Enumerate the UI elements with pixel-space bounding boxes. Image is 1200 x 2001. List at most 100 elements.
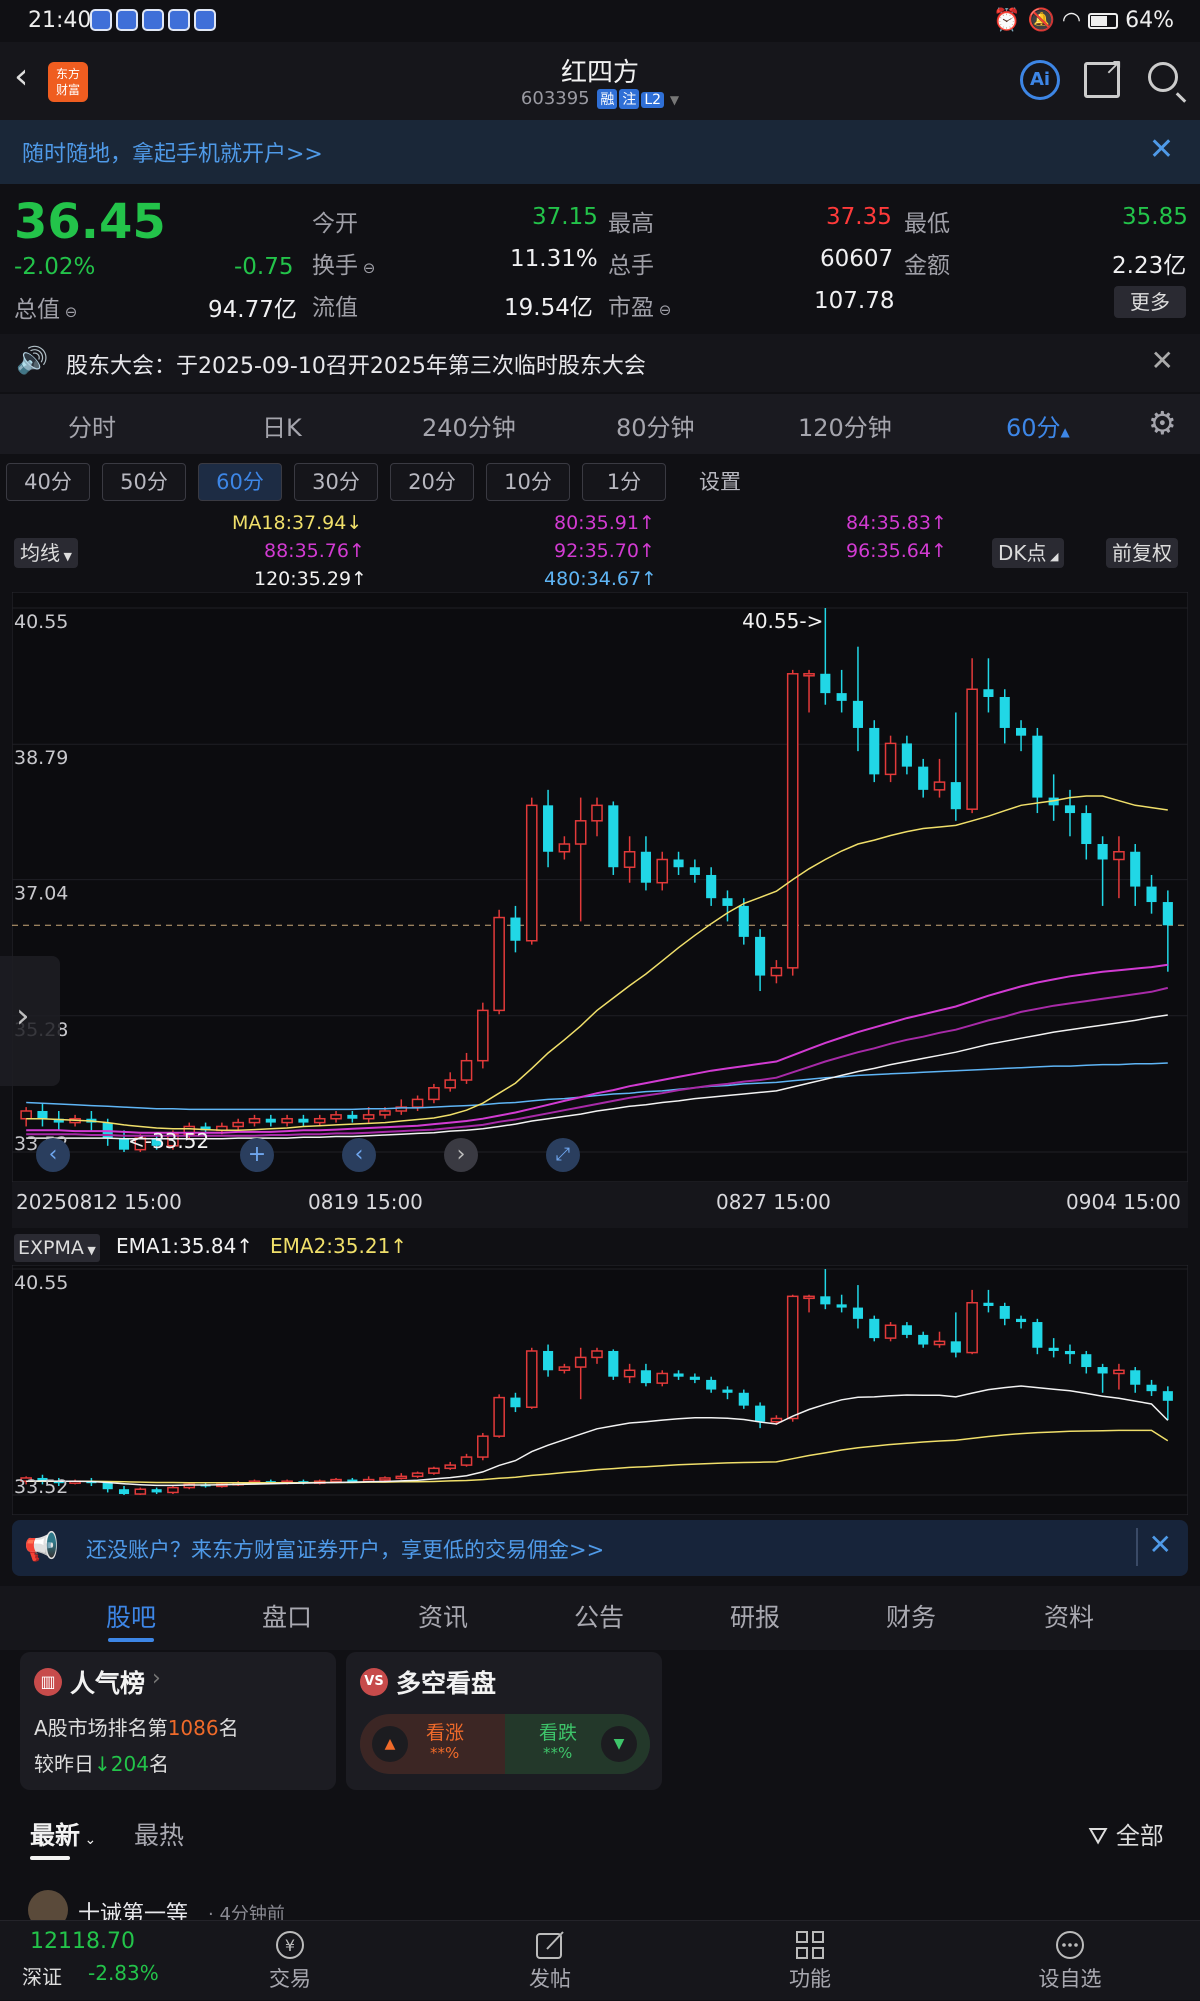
up-arrow-icon: ▲ bbox=[372, 1726, 408, 1762]
close-icon[interactable]: ✕ bbox=[1148, 132, 1174, 167]
nav-functions[interactable]: 功能 bbox=[770, 1921, 850, 2001]
more-button[interactable]: 更多 bbox=[1114, 286, 1186, 318]
subtab-1[interactable]: 1分 bbox=[582, 463, 666, 501]
broker-banner[interactable]: 📢 还没账户？来东方财富证券开户，享更低的交易佣金>> ✕ bbox=[12, 1520, 1188, 1576]
tab-news[interactable]: 资讯 bbox=[418, 1603, 469, 1632]
tab-60min[interactable]: 60分▲ bbox=[1006, 414, 1070, 442]
subtab-50[interactable]: 50分 bbox=[102, 463, 186, 501]
candle-body bbox=[983, 689, 994, 697]
candle-body bbox=[689, 867, 700, 875]
nav-trade-label: 交易 bbox=[269, 1967, 311, 1991]
rank-line: A股市场排名第1086名 bbox=[34, 1716, 239, 1740]
filter-button[interactable]: ⛛ 全部 bbox=[1088, 1822, 1164, 1850]
tab-finance[interactable]: 财务 bbox=[886, 1603, 937, 1632]
tab-80min[interactable]: 80分钟 bbox=[616, 414, 695, 442]
candle-body bbox=[118, 1489, 130, 1495]
tab-announcements[interactable]: 公告 bbox=[574, 1603, 625, 1632]
feed-tab-hot[interactable]: 最热 bbox=[134, 1821, 185, 1850]
turnover-value: 11.31% bbox=[510, 246, 598, 272]
popularity-title: 人气榜 bbox=[70, 1669, 146, 1698]
stock-code-row[interactable]: 603395 融注 L2 ▼ bbox=[0, 88, 1200, 109]
tab-research[interactable]: 研报 bbox=[730, 1603, 781, 1632]
volume-label: 总手 bbox=[608, 253, 654, 279]
candle-body bbox=[53, 1118, 64, 1123]
share-icon[interactable]: ↗ bbox=[1084, 55, 1123, 98]
candle-body bbox=[525, 1350, 538, 1408]
tab-profile[interactable]: 资料 bbox=[1044, 1603, 1095, 1632]
ai-icon[interactable]: Ai bbox=[1020, 60, 1060, 100]
next-icon[interactable]: › bbox=[444, 1138, 478, 1172]
dk-button[interactable]: DK点 ◢ bbox=[992, 538, 1065, 568]
stock-header: ‹ 东方 财富 红四方 603395 融注 L2 ▼ Ai ↗ bbox=[0, 42, 1200, 120]
zoom-in-icon[interactable]: + bbox=[240, 1138, 274, 1172]
zoom-out-icon[interactable]: ‹ bbox=[36, 1138, 70, 1172]
candle-body bbox=[313, 1117, 326, 1124]
ma84-label: 84:35.83↑ bbox=[846, 512, 947, 534]
candle-body bbox=[330, 1114, 342, 1120]
subtab-40[interactable]: 40分 bbox=[6, 463, 90, 501]
subtab-10[interactable]: 10分 bbox=[486, 463, 570, 501]
subtab-60[interactable]: 60分 bbox=[198, 463, 282, 501]
popularity-card[interactable]: ▥ 人气榜 › A股市场排名第1086名 较昨日↓204名 bbox=[20, 1652, 336, 1790]
ma-lines bbox=[26, 795, 1169, 1140]
bear-button[interactable]: 看跌 **% ▼ bbox=[505, 1714, 650, 1774]
subtab-settings[interactable]: 设置 bbox=[699, 470, 741, 494]
nav-trade[interactable]: ¥ 交易 bbox=[250, 1921, 330, 2001]
adjust-button[interactable]: 前复权 bbox=[1106, 538, 1178, 568]
candle-body bbox=[298, 1118, 309, 1123]
post-time: · 4分钟前 bbox=[208, 1904, 285, 1925]
back-icon[interactable]: ‹ bbox=[14, 56, 29, 97]
candle-body bbox=[1113, 851, 1125, 861]
candle-body bbox=[53, 1481, 64, 1484]
subtab-20[interactable]: 20分 bbox=[390, 463, 474, 501]
quote-panel: 36.45 -2.02% -0.75 总值 ⊖ 94.77亿 今开 37.15 … bbox=[0, 186, 1200, 332]
edit-icon bbox=[536, 1931, 564, 1959]
open-label: 今开 bbox=[312, 211, 358, 237]
notice-bar[interactable]: 🔊 股东大会：于2025-09-10召开2025年第三次临时股东大会 ✕ bbox=[0, 334, 1200, 392]
candle-body bbox=[1130, 1370, 1141, 1385]
bull-bear-card[interactable]: VS 多空看盘 ▲ 看涨 **% 看跌 **% ▼ bbox=[346, 1652, 662, 1790]
tab-daily[interactable]: 日K bbox=[262, 414, 302, 442]
candle-body bbox=[706, 1379, 717, 1390]
float-value: 19.54亿 bbox=[504, 295, 593, 321]
candle-body bbox=[411, 1098, 424, 1108]
bull-button[interactable]: ▲ 看涨 **% bbox=[360, 1714, 505, 1774]
x-label-3: 0827 15:00 bbox=[716, 1190, 831, 1214]
ma-selector[interactable]: 均线 ▼ bbox=[14, 538, 78, 568]
subtab-30[interactable]: 30分 bbox=[294, 463, 378, 501]
expma-chart[interactable]: 40.55 33.52 bbox=[12, 1265, 1188, 1515]
candle-body bbox=[836, 693, 847, 701]
indicator-selector[interactable]: EXPMA ▼ bbox=[14, 1234, 100, 1262]
tab-orderbook[interactable]: 盘口 bbox=[262, 1603, 313, 1632]
candle-body bbox=[183, 1125, 196, 1135]
feed-tab-latest[interactable]: 最新 ⌄ bbox=[30, 1821, 97, 1850]
candle-body bbox=[786, 1295, 799, 1420]
close-banner-icon[interactable]: ✕ bbox=[1148, 1528, 1172, 1561]
search-icon[interactable] bbox=[1148, 62, 1187, 103]
candle-body bbox=[640, 851, 651, 883]
candle-body bbox=[460, 1059, 473, 1081]
grid-icon bbox=[796, 1931, 824, 1959]
status-right: ⏰ 🔕 ◠ 64% bbox=[993, 8, 1174, 33]
account-banner[interactable]: 随时随地，拿起手机就开户>> ✕ bbox=[0, 120, 1200, 184]
megaphone-icon: 📢 bbox=[24, 1530, 59, 1563]
candle-body bbox=[656, 1372, 669, 1384]
candle-body bbox=[477, 1435, 489, 1458]
low-marker: <-33.52 bbox=[128, 1129, 209, 1153]
fullscreen-icon[interactable]: ⤢ bbox=[546, 1138, 580, 1172]
tab-120min[interactable]: 120分钟 bbox=[798, 414, 892, 442]
candles bbox=[20, 608, 1173, 1152]
candle-body bbox=[248, 1117, 261, 1124]
tab-intraday[interactable]: 分时 bbox=[68, 414, 116, 442]
tab-240min[interactable]: 240分钟 bbox=[422, 414, 516, 442]
close-notice-icon[interactable]: ✕ bbox=[1150, 344, 1174, 377]
notice-text: 股东大会：于2025-09-10召开2025年第三次临时股东大会 bbox=[66, 354, 646, 379]
nav-watchlist[interactable]: 设自选 bbox=[1030, 1921, 1110, 2001]
prev-icon[interactable]: ‹ bbox=[342, 1138, 376, 1172]
tab-forum[interactable]: 股吧 bbox=[106, 1603, 157, 1632]
notification-icons bbox=[86, 9, 216, 34]
side-expand-button[interactable]: › bbox=[0, 956, 60, 1086]
gear-icon[interactable]: ⚙ bbox=[1148, 404, 1177, 442]
nav-post[interactable]: 发帖 bbox=[510, 1921, 590, 2001]
